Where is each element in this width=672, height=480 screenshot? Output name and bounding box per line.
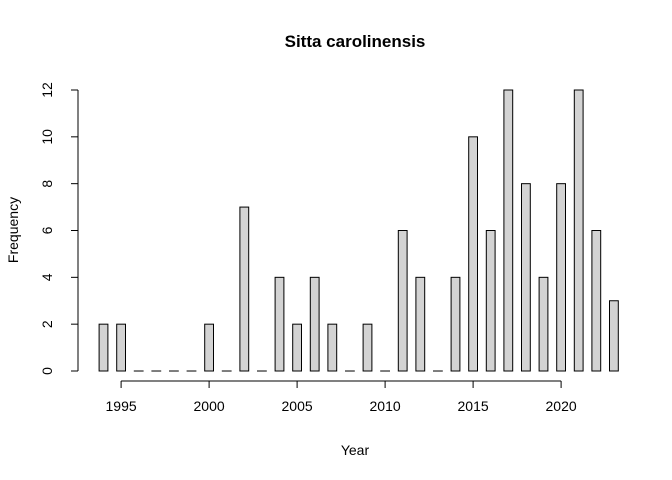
y-tick-label-12: 12 — [39, 82, 55, 98]
bar-2004 — [274, 276, 285, 372]
x-tick-label-2015: 2015 — [458, 398, 489, 414]
bar-1995 — [116, 323, 126, 372]
bar-2021 — [573, 89, 584, 372]
bar-2000 — [204, 323, 214, 372]
bar-2009 — [362, 323, 373, 372]
bar-2011 — [397, 230, 408, 372]
y-tick-label-8: 8 — [39, 180, 55, 188]
bar-2018 — [521, 183, 531, 372]
bar-2016 — [485, 230, 496, 372]
bar-2007 — [327, 323, 338, 372]
bar-1994 — [98, 323, 109, 372]
y-tick-label-2: 2 — [39, 320, 55, 328]
bar-2017 — [503, 89, 514, 372]
bar-2014 — [450, 276, 461, 372]
y-axis-label: Frequency — [5, 197, 21, 263]
x-tick-label-2005: 2005 — [282, 398, 313, 414]
bar-2005 — [292, 323, 303, 372]
y-tick-label-6: 6 — [39, 226, 55, 234]
bar-2015 — [468, 136, 479, 372]
y-tick-label-4: 4 — [39, 273, 55, 281]
bar-2019 — [538, 276, 549, 372]
bar-2020 — [556, 183, 567, 372]
x-tick-label-1995: 1995 — [106, 398, 137, 414]
y-axis: 0 2 4 6 8 10 12 — [39, 82, 79, 375]
x-tick-label-2000: 2000 — [194, 398, 225, 414]
chart-title: Sitta carolinensis — [285, 32, 426, 51]
bar-2022 — [591, 230, 602, 372]
x-axis-label: Year — [341, 442, 370, 458]
bars-group — [98, 89, 619, 372]
bar-2023 — [609, 300, 619, 372]
x-tick-label-2010: 2010 — [370, 398, 401, 414]
bar-2012 — [415, 276, 426, 372]
x-tick-label-2020: 2020 — [546, 398, 577, 414]
y-tick-label-10: 10 — [39, 129, 55, 145]
bar-2006 — [309, 276, 320, 372]
y-tick-label-0: 0 — [39, 367, 55, 375]
bar-2002 — [239, 206, 250, 372]
x-axis: 1995 2000 2005 2010 2015 2020 — [106, 380, 577, 414]
